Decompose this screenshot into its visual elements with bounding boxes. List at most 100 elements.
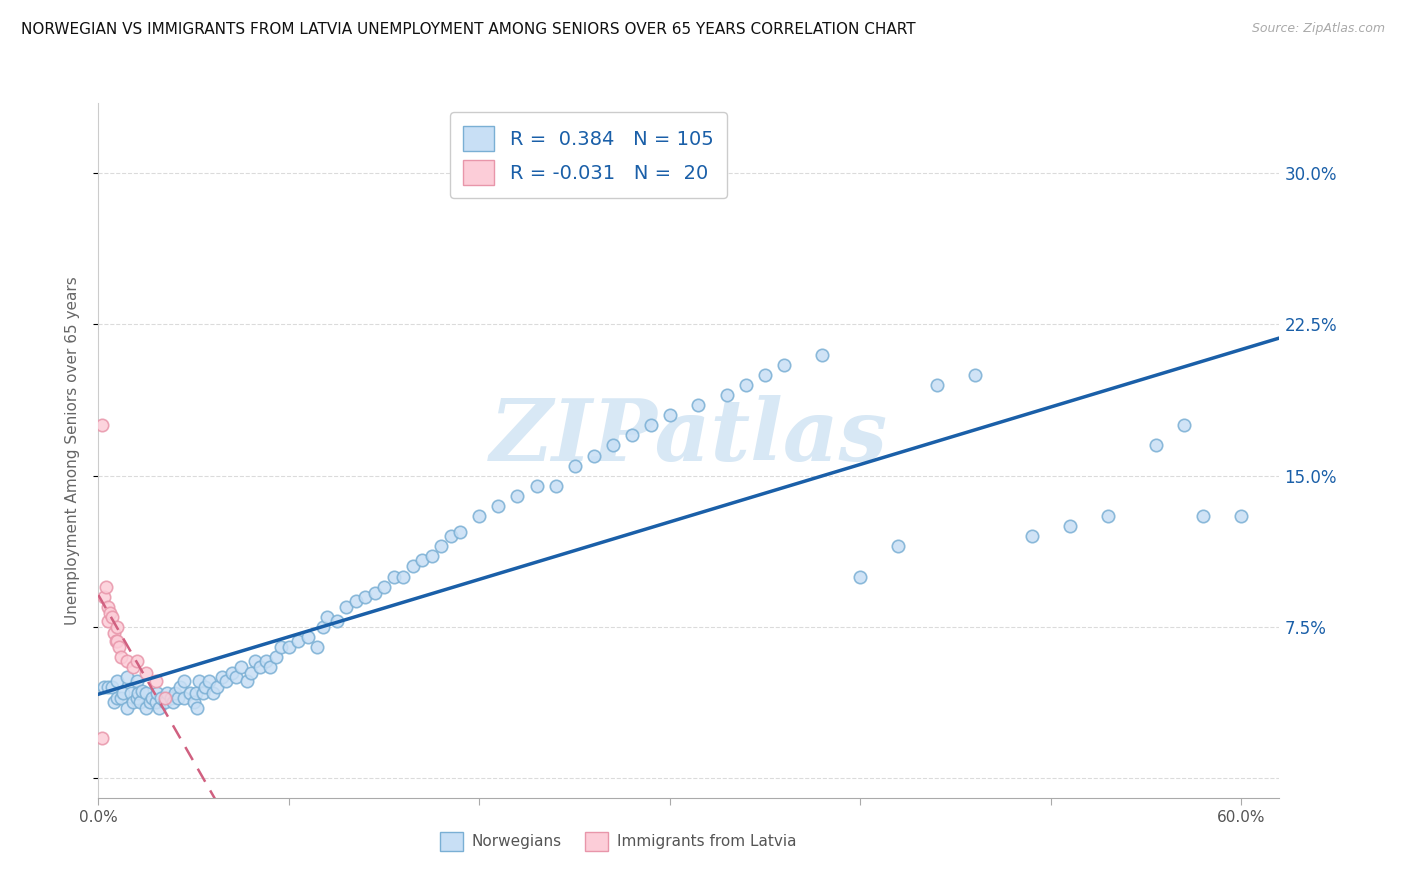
Point [849, 569, 872, 583]
Point [93, 681, 115, 695]
Point [225, 670, 247, 684]
Point [121, 694, 143, 708]
Point [97, 599, 120, 614]
Point [153, 690, 176, 705]
Point [430, 539, 453, 553]
Point [1059, 519, 1081, 533]
Point [1021, 529, 1043, 543]
Point [640, 418, 662, 433]
Point [91, 731, 114, 745]
Point [925, 378, 948, 392]
Point [963, 368, 986, 382]
Point [98, 606, 121, 620]
Point [129, 694, 152, 708]
Point [211, 670, 233, 684]
Point [139, 694, 162, 708]
Text: Source: ZipAtlas.com: Source: ZipAtlas.com [1251, 22, 1385, 36]
Point [193, 686, 215, 700]
Point [215, 674, 238, 689]
Point [188, 674, 211, 689]
Point [125, 690, 148, 705]
Point [344, 593, 367, 607]
Point [544, 479, 567, 493]
Point [100, 610, 122, 624]
Point [363, 585, 385, 599]
Point [183, 694, 205, 708]
Point [811, 348, 834, 362]
Point [773, 358, 796, 372]
Point [97, 614, 120, 628]
Point [411, 553, 433, 567]
Point [120, 686, 142, 700]
Point [259, 660, 281, 674]
Point [735, 378, 758, 392]
Point [658, 408, 681, 422]
Point [93, 590, 115, 604]
Point [107, 634, 129, 648]
Point [163, 686, 186, 700]
Point [159, 690, 181, 705]
Point [104, 634, 127, 648]
Point [221, 666, 243, 681]
Point [354, 590, 377, 604]
Point [506, 489, 529, 503]
Point [316, 610, 339, 624]
Point [335, 599, 357, 614]
Point [173, 674, 195, 689]
Point [373, 580, 395, 594]
Point [162, 694, 184, 708]
Point [582, 449, 605, 463]
Point [392, 569, 415, 583]
Point [688, 398, 710, 412]
Point [179, 686, 201, 700]
Point [526, 479, 548, 493]
Point [115, 654, 138, 668]
Text: ZIPatlas: ZIPatlas [489, 395, 889, 478]
Point [602, 438, 624, 452]
Point [239, 666, 262, 681]
Point [145, 674, 167, 689]
Point [115, 700, 138, 714]
Point [449, 525, 471, 540]
Point [382, 569, 405, 583]
Point [205, 681, 228, 695]
Point [100, 681, 122, 695]
Point [121, 660, 143, 674]
Point [110, 690, 132, 705]
Point [107, 690, 129, 705]
Point [103, 694, 125, 708]
Point [103, 626, 125, 640]
Point [249, 660, 271, 674]
Point [287, 634, 309, 648]
Point [135, 686, 157, 700]
Legend: Norwegians, Immigrants from Latvia: Norwegians, Immigrants from Latvia [433, 826, 803, 857]
Point [236, 674, 259, 689]
Point [148, 700, 170, 714]
Point [194, 681, 217, 695]
Point [115, 670, 138, 684]
Point [1097, 508, 1119, 523]
Point [488, 499, 510, 513]
Point [141, 690, 163, 705]
Point [468, 508, 491, 523]
Point [1173, 418, 1195, 433]
Point [440, 529, 463, 543]
Point [201, 686, 224, 700]
Point [167, 690, 190, 705]
Point [184, 686, 207, 700]
Point [146, 686, 169, 700]
Point [1230, 508, 1253, 523]
Point [620, 428, 643, 442]
Point [312, 620, 335, 634]
Point [153, 694, 176, 708]
Point [135, 700, 157, 714]
Point [156, 686, 179, 700]
Point [325, 614, 347, 628]
Point [107, 620, 129, 634]
Point [243, 654, 266, 668]
Point [402, 559, 425, 574]
Point [110, 650, 132, 665]
Point [420, 549, 443, 564]
Point [887, 539, 910, 553]
Point [186, 700, 208, 714]
